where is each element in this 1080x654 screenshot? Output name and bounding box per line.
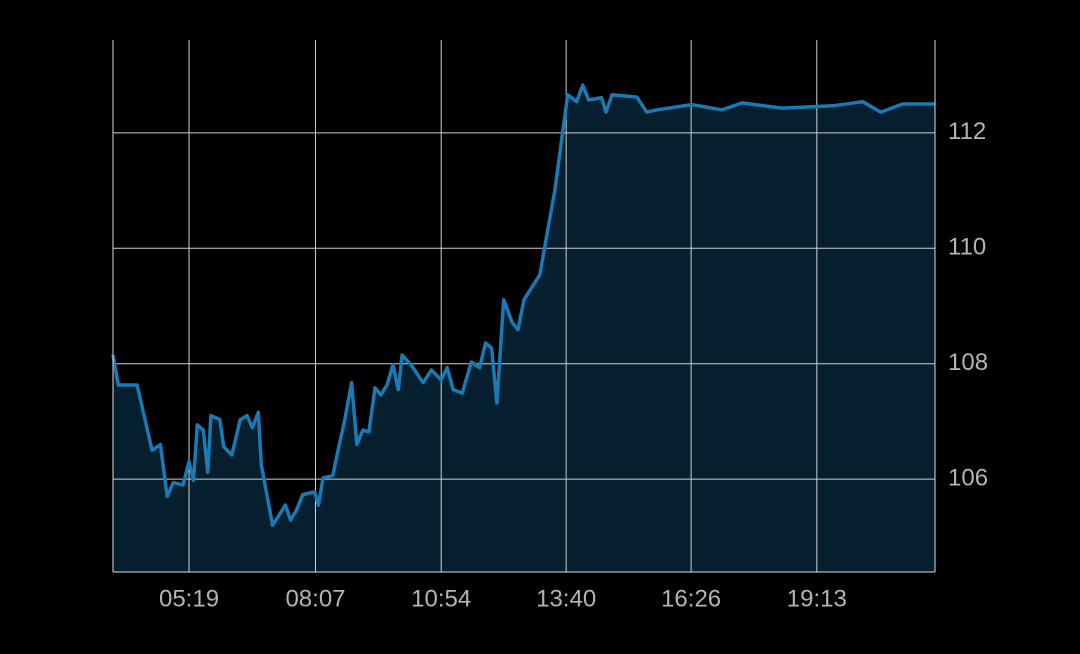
plot-area <box>111 40 935 572</box>
x-tick-label: 16:26 <box>661 585 721 612</box>
price-line <box>111 83 935 528</box>
x-tick-label: 08:07 <box>285 585 345 612</box>
x-tick-label: 19:13 <box>787 585 847 612</box>
x-tick-label: 13:40 <box>536 585 596 612</box>
x-tick-label: 05:19 <box>159 585 219 612</box>
y-tick-label: 106 <box>948 464 988 491</box>
x-tick-label: 10:54 <box>411 585 471 612</box>
y-tick-label: 112 <box>948 118 986 145</box>
y-tick-label: 108 <box>948 349 988 376</box>
area-fill <box>113 85 935 572</box>
y-tick-label: 110 <box>948 234 986 261</box>
